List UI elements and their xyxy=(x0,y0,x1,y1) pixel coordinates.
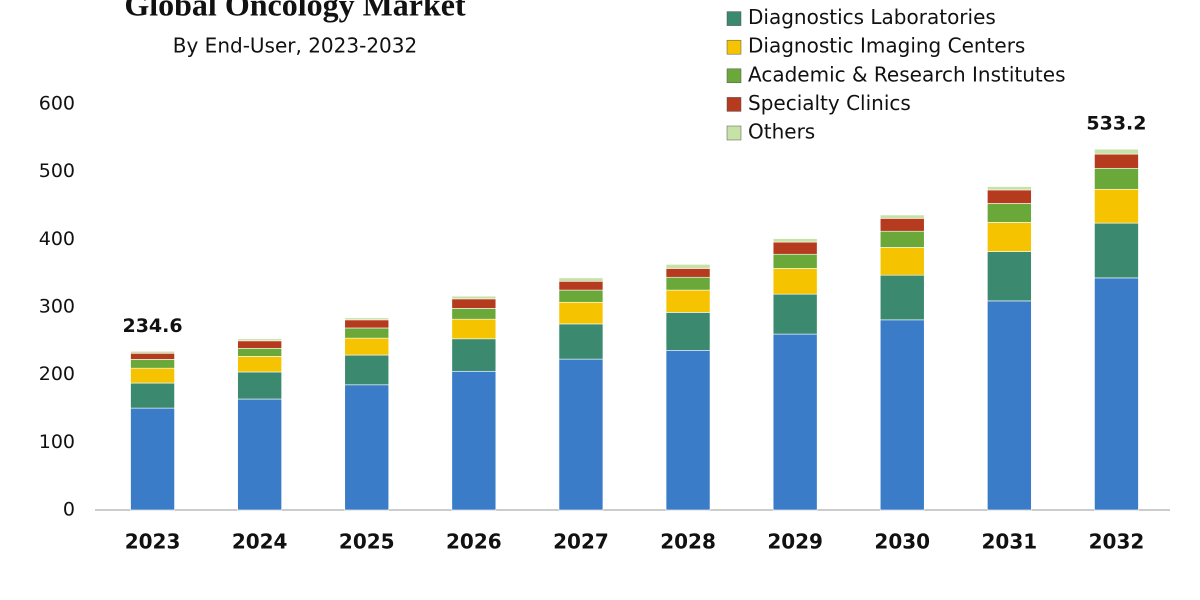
bar-segment xyxy=(879,214,925,219)
x-tick-label: 2028 xyxy=(660,530,716,554)
bar-segment xyxy=(665,264,711,269)
x-tick-label: 2026 xyxy=(446,530,502,554)
bar-segment xyxy=(237,347,282,357)
bar-segment xyxy=(772,253,818,269)
bar-segment xyxy=(879,247,925,276)
bar-segment xyxy=(558,323,604,360)
bar-segment xyxy=(130,350,175,354)
bar-segment xyxy=(237,340,282,349)
legend-label: Others xyxy=(748,120,815,144)
bar-segment xyxy=(558,280,604,291)
legend-label: Diagnostics Laboratories xyxy=(748,5,996,29)
bar-segment xyxy=(130,352,175,360)
bar-segment xyxy=(558,289,604,303)
x-tick-label: 2027 xyxy=(553,530,609,554)
total-label: 533.2 xyxy=(1086,113,1146,135)
bar-segment xyxy=(987,186,1032,191)
legend-label: Academic & Research Institutes xyxy=(748,62,1066,86)
bar-segment xyxy=(344,317,390,321)
bar-segment xyxy=(237,371,282,400)
legend-swatch xyxy=(726,39,742,55)
x-tick-label: 2030 xyxy=(874,530,930,554)
legend-label: Diagnostic Imaging Centers xyxy=(748,34,1025,58)
x-tick-label: 2025 xyxy=(339,530,395,554)
total-label: 234.6 xyxy=(122,315,182,337)
bar-segment xyxy=(344,384,390,511)
bar-segment xyxy=(879,218,925,232)
y-tick-label: 400 xyxy=(39,228,75,250)
bar-segment xyxy=(130,382,175,409)
legend-swatch xyxy=(726,125,742,141)
bar-segment xyxy=(879,274,925,321)
bar-segment xyxy=(665,276,711,291)
y-tick-label: 600 xyxy=(39,93,75,115)
legend-swatch xyxy=(726,11,742,26)
bar-segment xyxy=(879,319,925,511)
bar-segment xyxy=(1094,188,1139,224)
bar-segment xyxy=(772,268,818,295)
y-tick-label: 500 xyxy=(39,160,75,182)
bar-segment xyxy=(987,300,1032,511)
bar-segment xyxy=(558,358,604,511)
bar-segment xyxy=(344,354,390,386)
legend-swatch xyxy=(726,68,742,84)
bar-segment xyxy=(451,308,497,320)
bar-segment xyxy=(665,268,711,278)
x-tick-label: 2023 xyxy=(125,530,181,554)
bar-segment xyxy=(344,319,390,329)
bar-segment xyxy=(1094,153,1139,169)
legend-label: Hospitals xyxy=(748,0,840,1)
bar-segment xyxy=(772,333,818,511)
bar-segment xyxy=(879,230,925,248)
bar-segment xyxy=(987,222,1032,252)
bar-segment xyxy=(130,407,175,511)
bar-segment xyxy=(1094,148,1139,155)
x-tick-label: 2029 xyxy=(767,530,823,554)
bar-segment xyxy=(130,359,175,369)
legend-swatch xyxy=(726,97,742,112)
bar-segment xyxy=(344,327,390,339)
chart-title: Global Oncology Market xyxy=(124,0,466,22)
bar-segment xyxy=(1094,167,1139,190)
bar-segment xyxy=(1094,222,1139,279)
chart-subtitle: By End-User, 2023-2032 xyxy=(173,34,417,58)
bar-segment xyxy=(451,318,497,340)
y-tick-label: 300 xyxy=(39,296,75,318)
bar-segment xyxy=(344,337,390,356)
y-tick-label: 100 xyxy=(39,431,75,453)
bar-segment xyxy=(772,238,818,243)
bar-segment xyxy=(665,350,711,511)
bar-segment xyxy=(451,370,497,511)
bar-segment xyxy=(1094,277,1139,511)
bar-segment xyxy=(987,251,1032,302)
legend-label: Specialty Clinics xyxy=(748,91,911,115)
bar-segment xyxy=(665,289,711,313)
bar-segment xyxy=(558,301,604,325)
bar-segment xyxy=(237,356,282,373)
bar-segment xyxy=(772,293,818,335)
bar-segment xyxy=(451,338,497,372)
bar-segment xyxy=(130,367,175,384)
bar-segment xyxy=(772,241,818,255)
bar-segment xyxy=(987,203,1032,223)
bar-segment xyxy=(451,298,497,309)
bar-segment xyxy=(665,312,711,351)
y-tick-label: 200 xyxy=(39,363,75,385)
bar-segment xyxy=(237,398,282,511)
bar-segment xyxy=(451,295,497,300)
y-tick-label: 0 xyxy=(63,499,75,521)
x-tick-label: 2032 xyxy=(1089,530,1145,554)
bar-segment xyxy=(987,189,1032,204)
x-tick-label: 2031 xyxy=(982,530,1038,554)
bar-segment xyxy=(558,277,604,282)
x-tick-label: 2024 xyxy=(232,530,288,554)
bar-segment xyxy=(237,338,282,342)
